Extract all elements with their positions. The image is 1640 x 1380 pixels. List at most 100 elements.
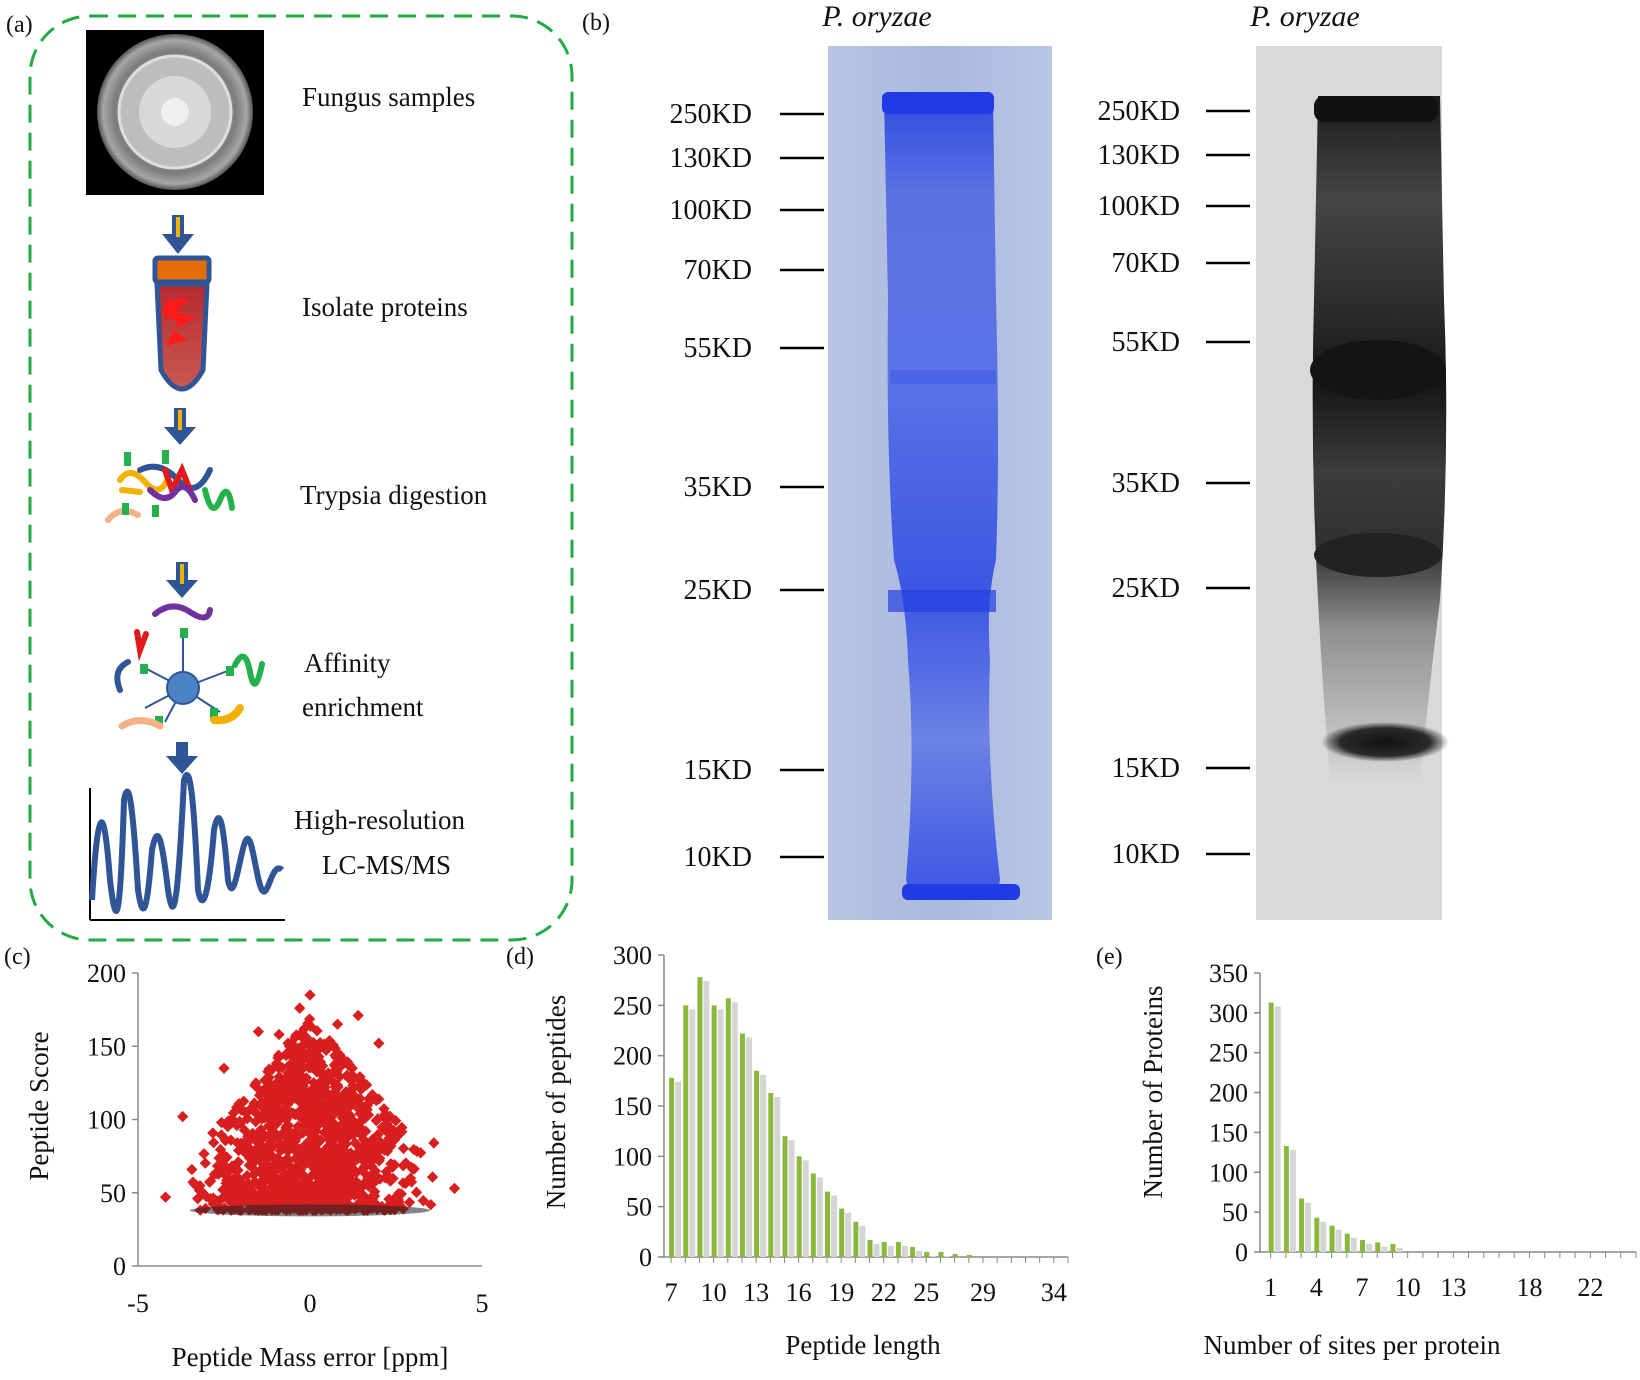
scatter-point (385, 1158, 397, 1170)
panel-a-label: (a) (6, 12, 33, 38)
chart-e-bar-shadow (1396, 1248, 1403, 1252)
chart-d-bar-shadow (703, 981, 710, 1257)
scatter-point (203, 1176, 216, 1188)
scatter-point (299, 1118, 311, 1130)
marker-label-left: 25KD (684, 575, 752, 606)
scatter-point (346, 1062, 358, 1074)
scatter-point (333, 1150, 345, 1163)
marker-label-right: 70KD (1112, 248, 1180, 279)
scatter-point (326, 1096, 338, 1108)
chart-e-ytick-label: 300 (1209, 999, 1248, 1028)
panel-c-label: (c) (4, 944, 31, 970)
chart-d-xtick-label: 19 (828, 1278, 854, 1307)
scatter-point (366, 1134, 378, 1146)
chart-d-ytick-label: 50 (626, 1193, 652, 1222)
chart-e-ytick-label: 100 (1209, 1158, 1248, 1187)
scatter-point (372, 1113, 384, 1125)
step-label-trypsia: Trypsia digestion (300, 480, 488, 510)
chart-d-bar (711, 1005, 717, 1257)
chart-d-bar-shadow (873, 1243, 880, 1257)
chart-d-bar (739, 1033, 745, 1257)
chart-d-bar-shadow (859, 1225, 866, 1257)
panel-b-label: (b) (582, 10, 610, 36)
chart-e-bar-shadow (1289, 1149, 1296, 1252)
step-label-affinity: Affinity (304, 648, 391, 678)
chart-e-ytick-label: 350 (1209, 959, 1248, 988)
chart-d-bar-shadow (760, 1074, 767, 1257)
scatter-point (391, 1189, 404, 1202)
scatter-point (231, 1101, 243, 1113)
chart-d-bar-shadow (831, 1195, 838, 1257)
marker-label-right: 15KD (1112, 753, 1180, 784)
scatter-point (301, 1147, 313, 1160)
scatter-point (257, 1102, 270, 1114)
chart-e-bar-shadow (1381, 1246, 1388, 1252)
chart-e-bar (1299, 1198, 1305, 1252)
scatter-point (258, 1176, 270, 1188)
scatter-point (280, 1048, 293, 1060)
scatter-point (303, 1127, 315, 1139)
scatter-point (341, 1069, 353, 1081)
chart-e-xtick-label: 10 (1395, 1273, 1421, 1302)
scatter-point (320, 1044, 332, 1056)
chart-d-bar (768, 1092, 774, 1257)
scatter-point (326, 1135, 338, 1148)
scatter-point (247, 1104, 259, 1116)
chart-e-bar (1314, 1217, 1320, 1252)
panel-e-label: (e) (1096, 944, 1123, 970)
peptide-fragments-icon (105, 450, 235, 523)
chart-c-xtick-label: -5 (127, 1289, 149, 1318)
chart-d-bar-shadow (887, 1245, 894, 1257)
scatter-point (235, 1140, 247, 1152)
scatter-point (204, 1192, 217, 1205)
scatter-point (286, 1189, 298, 1201)
marker-label-right: 130KD (1098, 140, 1180, 171)
chart-e-bar (1283, 1145, 1289, 1252)
chart-e-ytick-label: 250 (1209, 1039, 1248, 1068)
chart-e-xlabel: Number of sites per protein (1204, 1330, 1501, 1360)
chart-e-ytick-label: 50 (1222, 1198, 1248, 1227)
scatter-point (305, 1170, 317, 1183)
chart-d-bar (782, 1136, 788, 1257)
scatter-point (300, 1191, 312, 1203)
scatter-point (341, 1096, 353, 1108)
step-label-fungus: Fungus samples (302, 82, 475, 112)
scatter-point (274, 1076, 286, 1088)
scatter-point (268, 1128, 280, 1140)
scatter-point (360, 1079, 373, 1091)
chart-d-bar-shadow (717, 1009, 724, 1257)
scatter-point (352, 1178, 364, 1190)
step-label-enrichment: enrichment (302, 692, 424, 722)
scatter-point (396, 1121, 408, 1134)
scatter-point (286, 1163, 298, 1175)
chart-d-bar (697, 977, 703, 1257)
scatter-point (261, 1160, 273, 1172)
panel-d-label: (d) (506, 944, 534, 970)
scatter-point (290, 1177, 302, 1190)
scatter-point (375, 1140, 387, 1152)
chart-d-bar-shadow (944, 1255, 951, 1257)
scatter-point (296, 1168, 308, 1181)
gel-markers-left: 250KD 130KD 100KD 70KD 55KD 35KD 25KD 15KD 10KD (670, 99, 824, 873)
chart-d-bar (938, 1251, 944, 1257)
scatter-point (254, 1085, 266, 1097)
chart-d-bar (924, 1251, 930, 1257)
chart-c-xtick-label: 0 (304, 1289, 317, 1318)
scatter-point (322, 1069, 335, 1081)
chart-d-bar-shadow (816, 1177, 823, 1257)
scatter-point (356, 1141, 368, 1154)
blot-band-top (1314, 96, 1438, 122)
chart-d-bar-shadow (845, 1212, 852, 1257)
scatter-point (199, 1157, 211, 1169)
marker-label-right: 55KD (1112, 327, 1180, 358)
chart-d-bar (853, 1221, 859, 1257)
chart-d-bar (825, 1191, 831, 1257)
scatter-point (428, 1137, 440, 1149)
chart-e-bar (1390, 1244, 1396, 1252)
scatter-point (269, 1175, 281, 1187)
scatter-point (339, 1133, 351, 1145)
ms-spectrum-icon (89, 771, 285, 921)
scatter-point (294, 1002, 306, 1014)
scatter-point (373, 1093, 385, 1105)
chart-d-bar-shadow (802, 1160, 809, 1257)
